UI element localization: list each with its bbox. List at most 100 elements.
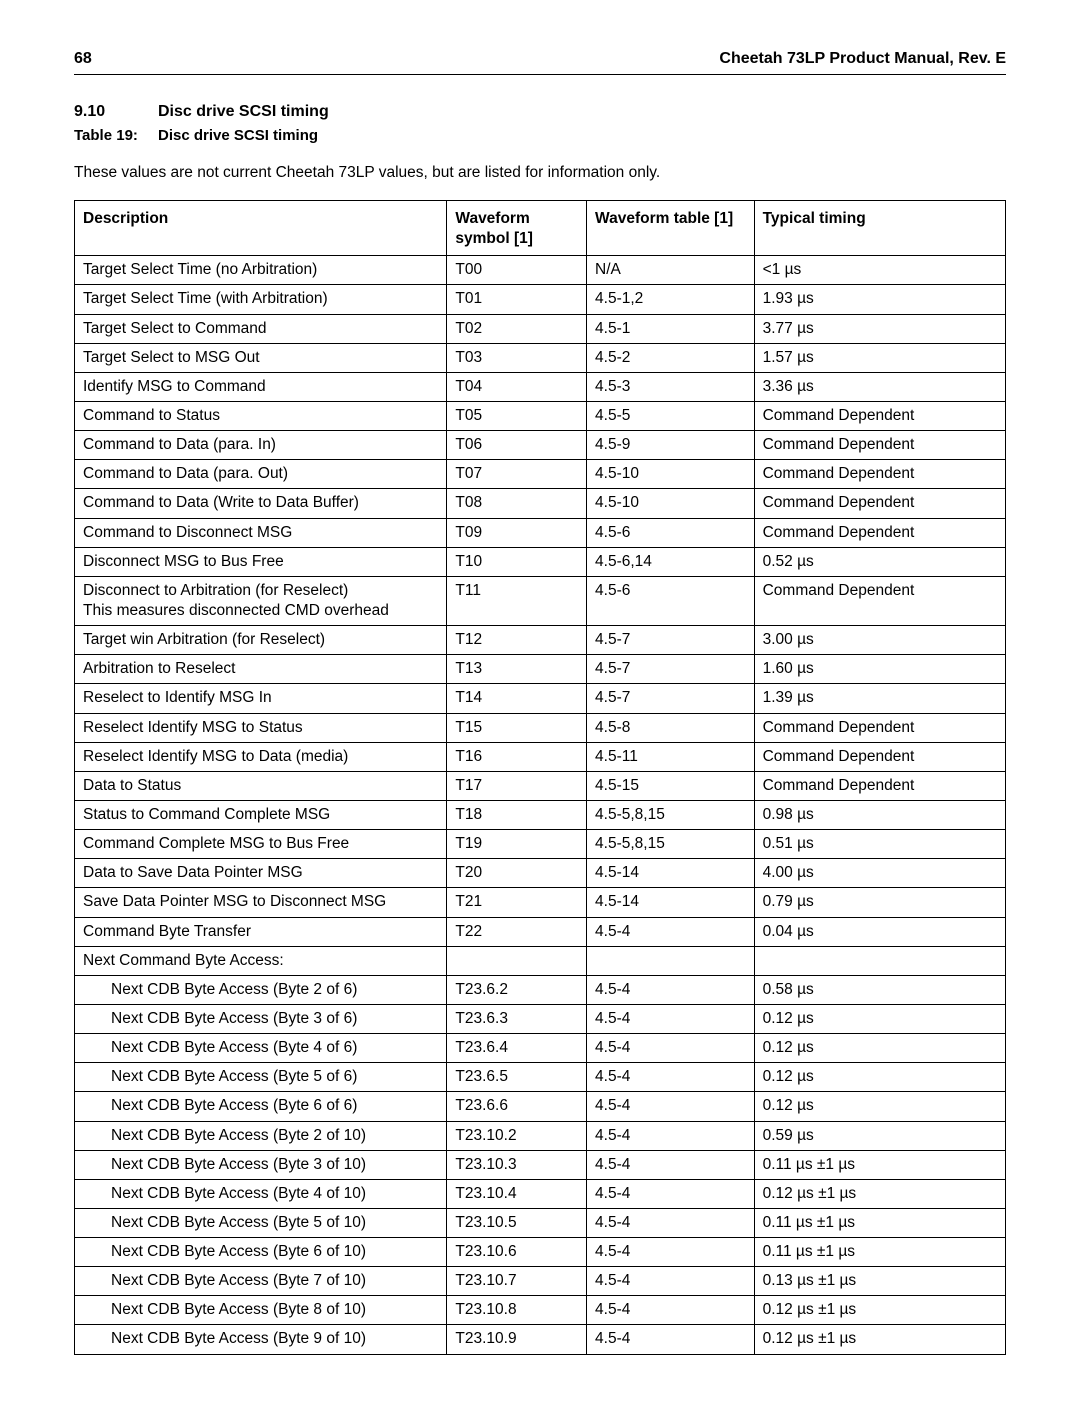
cell-timing: 0.52 µs	[754, 547, 1005, 576]
cell-symbol: T11	[447, 576, 587, 625]
table-row: Reselect Identify MSG to StatusT154.5-8C…	[75, 713, 1006, 742]
cell-description: Command to Status	[75, 401, 447, 430]
cell-description: Disconnect MSG to Bus Free	[75, 547, 447, 576]
cell-description: Identify MSG to Command	[75, 372, 447, 401]
cell-waveform: 4.5-6	[587, 518, 755, 547]
table-row: Target Select Time (with Arbitration)T01…	[75, 285, 1006, 314]
page-number: 68	[74, 50, 92, 68]
cell-description: Next CDB Byte Access (Byte 3 of 10)	[75, 1150, 447, 1179]
cell-description: Command Complete MSG to Bus Free	[75, 830, 447, 859]
cell-waveform: 4.5-5	[587, 401, 755, 430]
table-header-row: Description Waveform symbol [1] Waveform…	[75, 201, 1006, 256]
cell-timing: Command Dependent	[754, 576, 1005, 625]
cell-description: Next Command Byte Access:	[75, 946, 447, 975]
cell-timing: Command Dependent	[754, 518, 1005, 547]
table-row: Reselect to Identify MSG InT144.5-71.39 …	[75, 684, 1006, 713]
col-waveform-table: Waveform table [1]	[587, 201, 755, 256]
cell-waveform: 4.5-4	[587, 975, 755, 1004]
cell-waveform: 4.5-4	[587, 1004, 755, 1033]
cell-timing: Command Dependent	[754, 401, 1005, 430]
table-row: Next CDB Byte Access (Byte 2 of 6)T23.6.…	[75, 975, 1006, 1004]
cell-timing: 0.04 µs	[754, 917, 1005, 946]
timing-table: Description Waveform symbol [1] Waveform…	[74, 200, 1006, 1355]
cell-symbol: T12	[447, 626, 587, 655]
cell-waveform: 4.5-7	[587, 626, 755, 655]
cell-symbol: T22	[447, 917, 587, 946]
cell-timing: <1 µs	[754, 256, 1005, 285]
cell-waveform: 4.5-14	[587, 859, 755, 888]
table-row: Target win Arbitration (for Reselect)T12…	[75, 626, 1006, 655]
cell-description: Next CDB Byte Access (Byte 6 of 10)	[75, 1238, 447, 1267]
table-row: Arbitration to ReselectT134.5-71.60 µs	[75, 655, 1006, 684]
cell-timing: 0.12 µs	[754, 1063, 1005, 1092]
table-row: Target Select Time (no Arbitration)T00N/…	[75, 256, 1006, 285]
table-row: Next CDB Byte Access (Byte 6 of 6)T23.6.…	[75, 1092, 1006, 1121]
cell-waveform	[587, 946, 755, 975]
cell-symbol: T20	[447, 859, 587, 888]
cell-timing: 0.11 µs ±1 µs	[754, 1150, 1005, 1179]
cell-waveform: 4.5-4	[587, 1063, 755, 1092]
cell-symbol: T21	[447, 888, 587, 917]
table-caption-title: Disc drive SCSI timing	[158, 127, 318, 144]
cell-waveform: 4.5-3	[587, 372, 755, 401]
cell-timing: 1.60 µs	[754, 655, 1005, 684]
cell-waveform: 4.5-4	[587, 1121, 755, 1150]
cell-symbol: T04	[447, 372, 587, 401]
cell-timing	[754, 946, 1005, 975]
table-row: Disconnect to Arbitration (for Reselect)…	[75, 576, 1006, 625]
table-row: Next CDB Byte Access (Byte 3 of 10)T23.1…	[75, 1150, 1006, 1179]
table-label: Table 19:	[74, 127, 158, 144]
cell-symbol: T23.6.3	[447, 1004, 587, 1033]
cell-waveform: 4.5-7	[587, 655, 755, 684]
cell-timing: 0.98 µs	[754, 800, 1005, 829]
cell-timing: 0.79 µs	[754, 888, 1005, 917]
section-title: Disc drive SCSI timing	[158, 103, 329, 121]
cell-description: Next CDB Byte Access (Byte 5 of 6)	[75, 1063, 447, 1092]
table-row: Command Byte TransferT224.5-40.04 µs	[75, 917, 1006, 946]
cell-description: Command to Data (para. In)	[75, 431, 447, 460]
cell-waveform: 4.5-10	[587, 489, 755, 518]
cell-description: Command to Data (para. Out)	[75, 460, 447, 489]
cell-symbol: T08	[447, 489, 587, 518]
table-row: Command to Data (para. Out)T074.5-10Comm…	[75, 460, 1006, 489]
cell-description: Next CDB Byte Access (Byte 4 of 10)	[75, 1179, 447, 1208]
cell-waveform: 4.5-11	[587, 742, 755, 771]
cell-description: Target Select to Command	[75, 314, 447, 343]
cell-description: Arbitration to Reselect	[75, 655, 447, 684]
table-row: Next CDB Byte Access (Byte 6 of 10)T23.1…	[75, 1238, 1006, 1267]
cell-description: Next CDB Byte Access (Byte 7 of 10)	[75, 1267, 447, 1296]
section-heading: 9.10 Disc drive SCSI timing	[74, 103, 1006, 121]
col-typical-timing: Typical timing	[754, 201, 1005, 256]
table-row: Next CDB Byte Access (Byte 2 of 10)T23.1…	[75, 1121, 1006, 1150]
cell-waveform: 4.5-8	[587, 713, 755, 742]
cell-symbol: T23.10.3	[447, 1150, 587, 1179]
cell-description: Next CDB Byte Access (Byte 4 of 6)	[75, 1034, 447, 1063]
table-row: Save Data Pointer MSG to Disconnect MSGT…	[75, 888, 1006, 917]
cell-symbol: T16	[447, 742, 587, 771]
table-row: Command to Data (para. In)T064.5-9Comman…	[75, 431, 1006, 460]
cell-description: Reselect to Identify MSG In	[75, 684, 447, 713]
table-caption: Table 19: Disc drive SCSI timing	[74, 127, 1006, 144]
cell-waveform: 4.5-6	[587, 576, 755, 625]
table-row: Next CDB Byte Access (Byte 3 of 6)T23.6.…	[75, 1004, 1006, 1033]
cell-symbol: T23.6.6	[447, 1092, 587, 1121]
cell-waveform: 4.5-15	[587, 771, 755, 800]
cell-waveform: 4.5-4	[587, 1296, 755, 1325]
cell-timing: 0.11 µs ±1 µs	[754, 1208, 1005, 1237]
cell-description: Target Select Time (no Arbitration)	[75, 256, 447, 285]
cell-timing: 0.11 µs ±1 µs	[754, 1238, 1005, 1267]
cell-symbol: T14	[447, 684, 587, 713]
cell-description: Reselect Identify MSG to Data (media)	[75, 742, 447, 771]
cell-timing: 0.51 µs	[754, 830, 1005, 859]
cell-symbol: T10	[447, 547, 587, 576]
cell-description: Data to Status	[75, 771, 447, 800]
table-row: Command Complete MSG to Bus FreeT194.5-5…	[75, 830, 1006, 859]
cell-timing: 0.12 µs ±1 µs	[754, 1325, 1005, 1354]
cell-symbol: T23.10.7	[447, 1267, 587, 1296]
cell-description: Disconnect to Arbitration (for Reselect)…	[75, 576, 447, 625]
cell-timing: 0.12 µs ±1 µs	[754, 1179, 1005, 1208]
table-row: Next CDB Byte Access (Byte 4 of 6)T23.6.…	[75, 1034, 1006, 1063]
cell-symbol: T23.10.4	[447, 1179, 587, 1208]
cell-symbol: T23.10.5	[447, 1208, 587, 1237]
page-header: 68 Cheetah 73LP Product Manual, Rev. E	[74, 50, 1006, 75]
